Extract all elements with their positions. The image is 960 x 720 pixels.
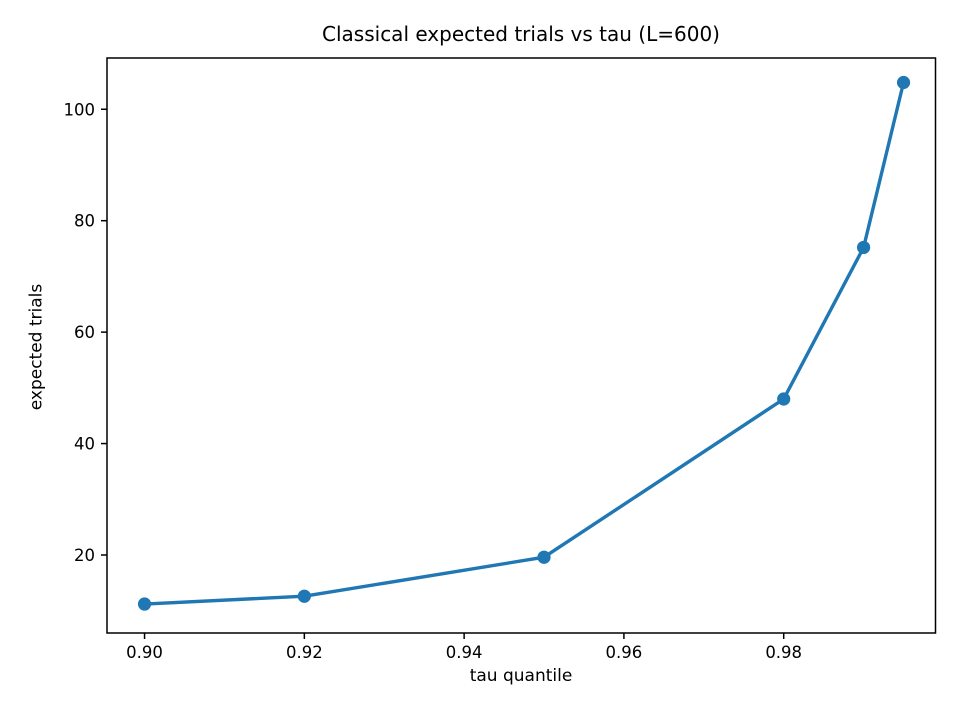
y-tick-label: 60: [74, 323, 95, 342]
y-tick-label: 20: [74, 546, 95, 565]
data-point-marker: [137, 597, 152, 611]
data-point-marker: [896, 75, 911, 90]
data-point-marker: [537, 550, 551, 564]
x-tick-label: 0.90: [126, 643, 163, 662]
data-point-marker: [856, 240, 871, 255]
y-tick-label: 40: [74, 435, 95, 454]
data-point-marker: [777, 392, 791, 406]
y-axis-label: expected trials: [26, 283, 47, 411]
y-tick-label: 80: [74, 212, 95, 231]
y-tick-label: 100: [64, 100, 96, 119]
data-point-marker: [297, 589, 311, 603]
x-axis-label: tau quantile: [469, 666, 573, 686]
x-tick-label: 0.98: [765, 643, 802, 662]
x-tick-label: 0.94: [446, 643, 483, 662]
x-tick-label: 0.96: [606, 643, 643, 662]
chart-title: Classical expected trials vs tau (L=600): [322, 22, 720, 46]
data-line: [142, 80, 906, 606]
axes-frame: [106, 57, 937, 634]
x-tick-label: 0.92: [286, 643, 323, 662]
